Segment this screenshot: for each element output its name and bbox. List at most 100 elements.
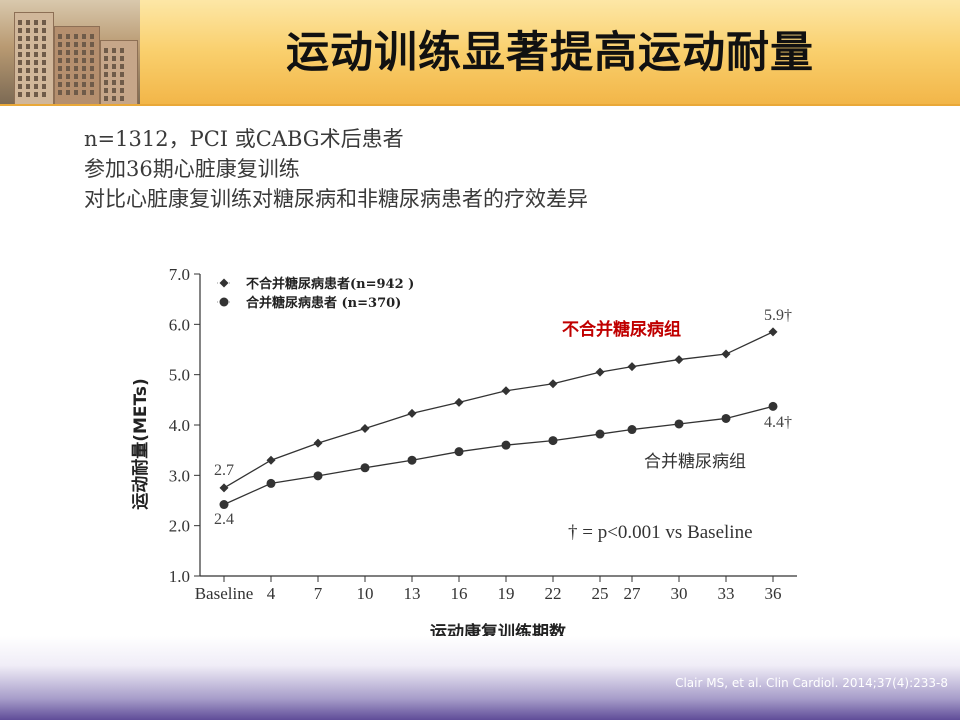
data-point-diamond xyxy=(674,355,684,365)
x-tick-label: 4 xyxy=(267,584,276,603)
window-shape xyxy=(58,82,62,87)
x-tick-label: Baseline xyxy=(195,584,254,603)
window-shape xyxy=(120,96,124,101)
window-shape xyxy=(34,92,38,97)
x-tick-label: 27 xyxy=(624,584,642,603)
window-shape xyxy=(66,50,70,55)
window-shape xyxy=(112,88,116,93)
legend-label: 不合并糖尿病患者(n=942 ) xyxy=(246,276,414,292)
data-point-circle xyxy=(407,455,417,465)
annotation-end-top: 5.9† xyxy=(764,307,792,324)
window-shape xyxy=(26,36,30,41)
window-shape xyxy=(18,52,22,57)
window-shape xyxy=(34,84,38,89)
window-shape xyxy=(66,90,70,95)
window-shape xyxy=(26,52,30,57)
window-shape xyxy=(120,72,124,77)
window-shape xyxy=(66,42,70,47)
window-shape xyxy=(58,58,62,63)
annotation-end-bottom: 4.4† xyxy=(764,414,792,431)
data-point-circle xyxy=(501,440,511,450)
hospital-photo xyxy=(0,0,140,104)
window-shape xyxy=(34,44,38,49)
window-shape xyxy=(74,82,78,87)
window-shape xyxy=(82,34,86,39)
window-shape xyxy=(18,60,22,65)
data-point-circle xyxy=(454,447,464,457)
data-point-diamond xyxy=(768,327,778,337)
window-shape xyxy=(18,36,22,41)
window-shape xyxy=(120,88,124,93)
window-shape xyxy=(34,52,38,57)
window-shape xyxy=(26,44,30,49)
data-point-circle xyxy=(313,471,323,481)
window-shape xyxy=(120,64,124,69)
window-shape xyxy=(34,36,38,41)
group-label-bottom: 合并糖尿病组 xyxy=(644,452,746,472)
significance-note: † = p<0.001 vs Baseline xyxy=(568,522,753,543)
window-shape xyxy=(104,56,108,61)
window-shape xyxy=(42,68,46,73)
data-point-diamond xyxy=(454,397,464,407)
data-point-diamond xyxy=(266,455,276,465)
y-axis-title: 运动耐量(METs) xyxy=(130,378,151,510)
window-shape xyxy=(42,28,46,33)
intro-line: 对比心脏康复训练对糖尿病和非糖尿病患者的疗效差异 xyxy=(84,187,588,211)
window-shape xyxy=(104,88,108,93)
window-shape xyxy=(74,58,78,63)
x-tick-label: 25 xyxy=(592,584,609,603)
window-shape xyxy=(26,76,30,81)
window-shape xyxy=(26,68,30,73)
window-shape xyxy=(104,48,108,53)
y-tick-label: 7.0 xyxy=(169,265,190,284)
window-shape xyxy=(34,68,38,73)
citation: Clair MS, et al. Clin Cardiol. 2014;37(4… xyxy=(675,676,948,690)
data-point-circle xyxy=(360,463,370,473)
x-tick-label: 10 xyxy=(357,584,374,603)
window-shape xyxy=(104,96,108,101)
window-shape xyxy=(66,74,70,79)
window-shape xyxy=(90,34,94,39)
window-shape xyxy=(18,20,22,25)
window-shape xyxy=(58,50,62,55)
legend-marker-diamond xyxy=(219,278,229,288)
window-shape xyxy=(34,20,38,25)
window-shape xyxy=(82,50,86,55)
window-shape xyxy=(58,42,62,47)
window-shape xyxy=(90,90,94,95)
window-shape xyxy=(66,34,70,39)
data-point-circle xyxy=(219,500,229,510)
data-point-diamond xyxy=(548,379,558,389)
legend-label: 合并糖尿病患者 (n=370) xyxy=(246,295,401,311)
data-point-diamond xyxy=(407,408,417,418)
data-point-diamond xyxy=(360,424,370,434)
window-shape xyxy=(120,48,124,53)
group-label-top: 不合并糖尿病组 xyxy=(562,319,681,340)
window-shape xyxy=(66,82,70,87)
data-point-circle xyxy=(595,429,605,439)
data-point-diamond xyxy=(627,362,637,372)
data-point-diamond xyxy=(219,483,229,493)
chart-labels: 不合并糖尿病患者(n=942 ) 合并糖尿病患者 (n=370) 2.7 2.4 5.9… xyxy=(214,276,792,543)
x-tick-label: 13 xyxy=(404,584,421,603)
data-point-circle xyxy=(674,419,684,429)
x-tick-label: 16 xyxy=(451,584,468,603)
y-tick-label: 4.0 xyxy=(169,416,190,435)
window-shape xyxy=(66,58,70,63)
data-point-circle xyxy=(721,413,731,423)
window-shape xyxy=(90,82,94,87)
window-shape xyxy=(26,28,30,33)
data-point-circle xyxy=(768,401,778,411)
window-shape xyxy=(26,20,30,25)
data-point-diamond xyxy=(501,386,511,396)
window-shape xyxy=(74,90,78,95)
window-shape xyxy=(90,42,94,47)
chart-series xyxy=(219,327,778,510)
x-tick-label: 22 xyxy=(545,584,562,603)
annotation-start-top: 2.7 xyxy=(214,462,234,479)
window-shape xyxy=(90,66,94,71)
window-shape xyxy=(90,50,94,55)
window-shape xyxy=(120,56,124,61)
window-shape xyxy=(112,72,116,77)
window-shape xyxy=(42,60,46,65)
